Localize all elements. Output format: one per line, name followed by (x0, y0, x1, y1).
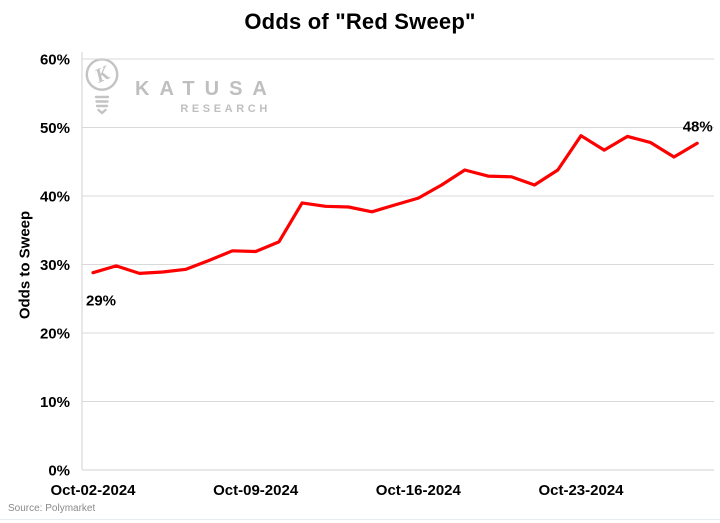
y-tick-label: 60% (40, 52, 70, 69)
y-tick-label: 20% (40, 326, 70, 343)
source-note: Source: Polymarket (8, 503, 96, 514)
y-tick-label: 50% (40, 120, 70, 137)
bottom-divider (0, 519, 720, 520)
x-tick-label: Oct-16-2024 (376, 482, 462, 499)
y-tick-label: 10% (40, 394, 70, 411)
y-tick-label: 0% (48, 463, 70, 480)
y-tick-label: 30% (40, 257, 70, 274)
x-tick-label: Oct-23-2024 (538, 482, 624, 499)
x-tick-label: Oct-09-2024 (213, 482, 299, 499)
y-tick-label: 40% (40, 189, 70, 206)
odds-line-series (91, 134, 699, 275)
x-tick-label: Oct-02-2024 (50, 482, 136, 499)
chart-title: Odds of "Red Sweep" (244, 9, 476, 34)
start-value-label: 29% (86, 293, 116, 310)
end-value-label: 48% (683, 118, 713, 135)
